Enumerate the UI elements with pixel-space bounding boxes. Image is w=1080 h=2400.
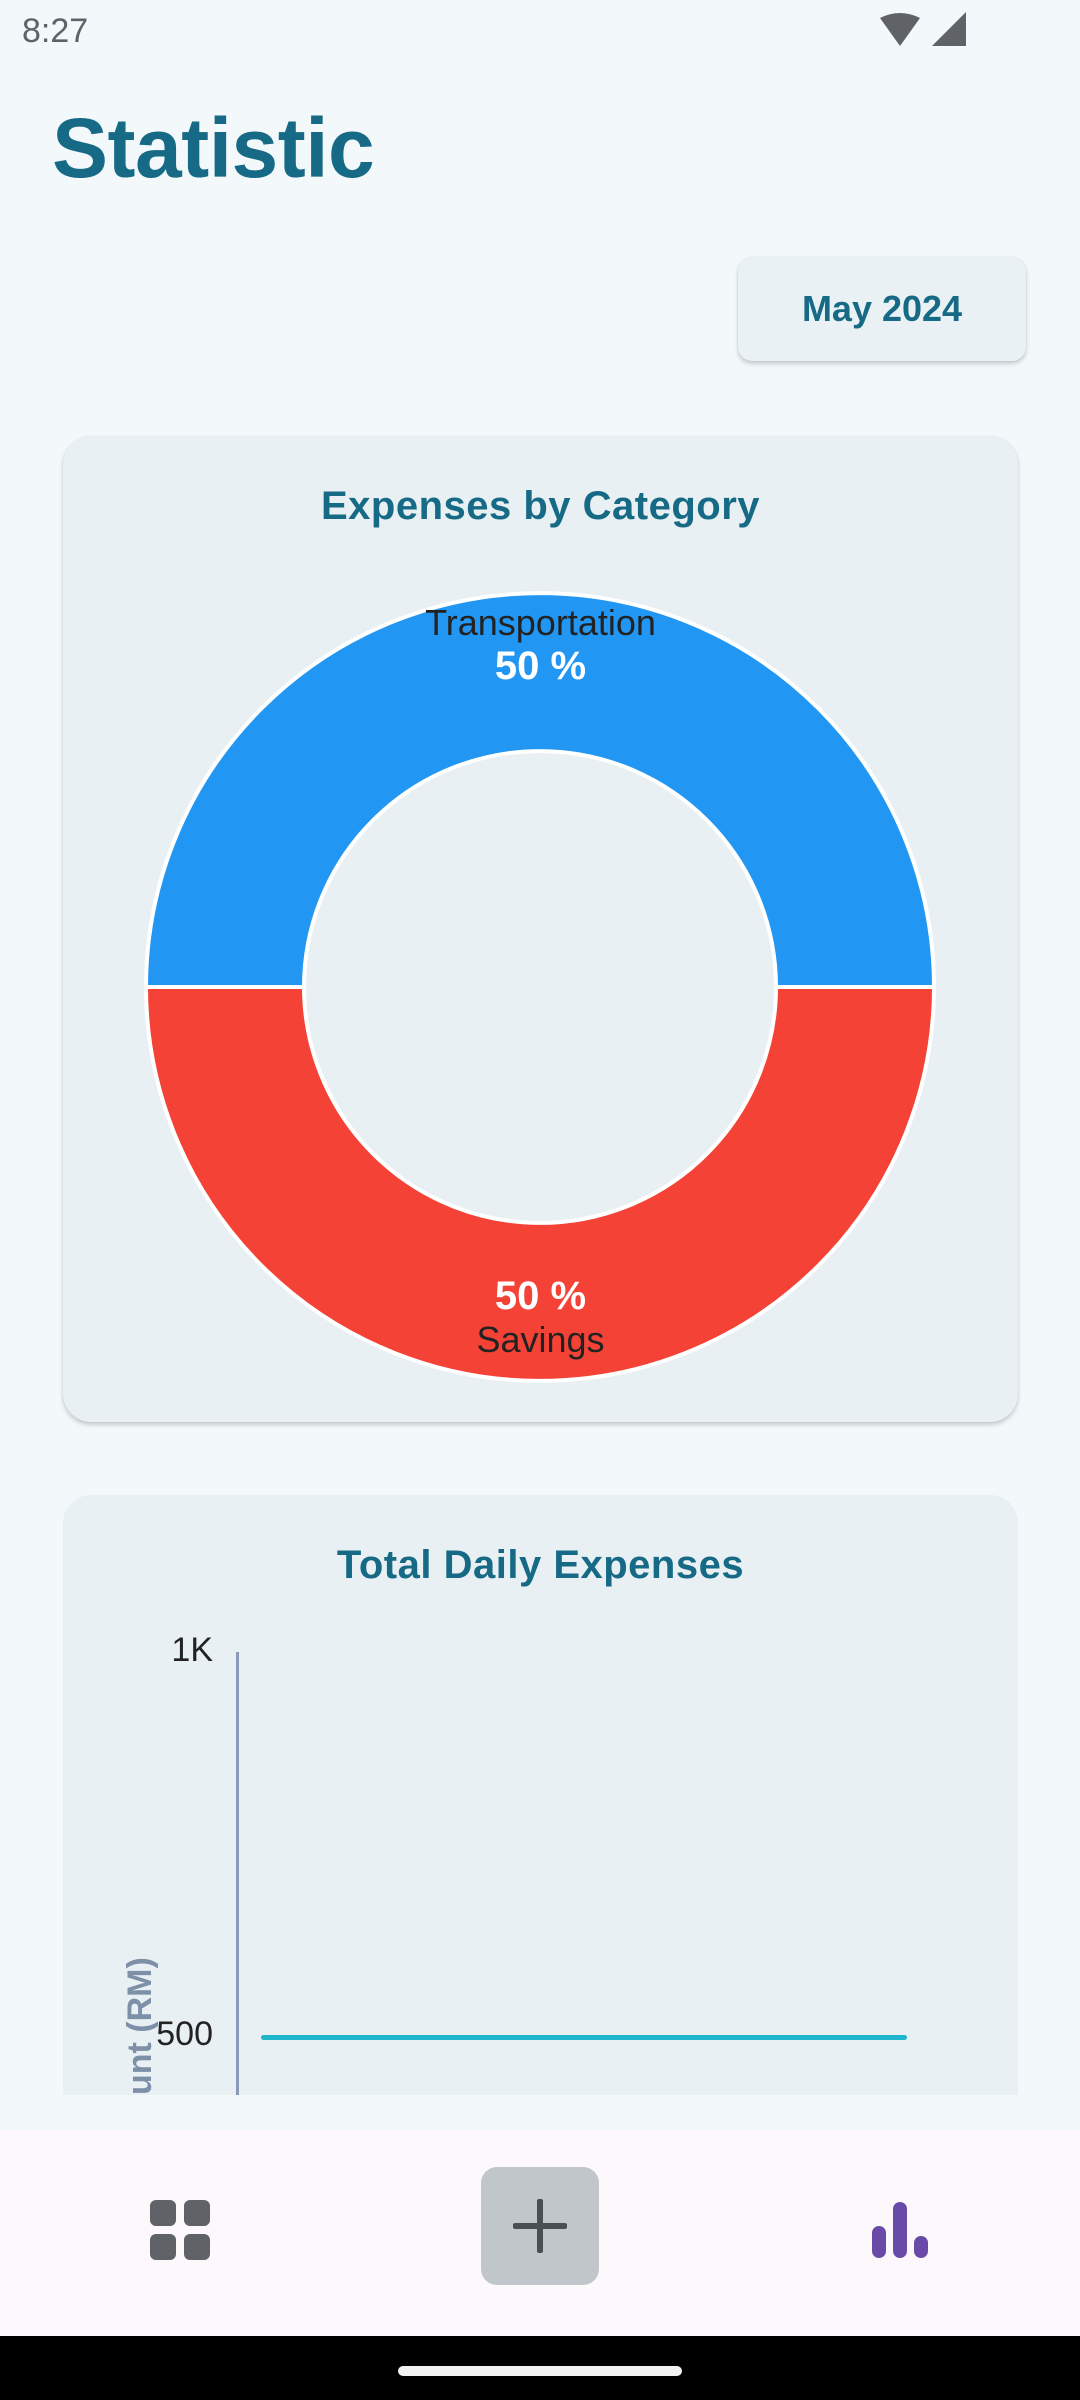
status-bar: 8:27	[0, 0, 1080, 64]
dashboard-grid-icon	[150, 2200, 210, 2260]
month-selector-button[interactable]: May 2024	[738, 257, 1026, 361]
y-axis-line	[236, 1652, 239, 2095]
nav-dashboard-button[interactable]	[140, 2190, 220, 2270]
expenses-by-category-card: Expenses by Category Transportation 50 %…	[63, 436, 1018, 1422]
donut-slice-transportation	[143, 591, 937, 989]
system-gesture-area	[0, 2336, 1080, 2400]
slice-name-savings: Savings	[476, 1319, 605, 1360]
nav-statistics-button[interactable]	[860, 2190, 940, 2270]
total-daily-expenses-card: Total Daily Expenses 1K 500 unt (RM)	[63, 1495, 1018, 2095]
page-title: Statistic	[52, 101, 375, 195]
slice-name-transportation: Transportation	[425, 602, 656, 643]
wifi-icon	[880, 13, 920, 46]
expenses-by-category-title: Expenses by Category	[320, 484, 761, 528]
y-tick-1k: 1K	[171, 1631, 213, 1669]
y-axis-label: unt (RM)	[121, 1957, 159, 2095]
gesture-handle[interactable]	[398, 2366, 682, 2376]
expenses-donut-chart	[143, 591, 937, 1383]
total-daily-expenses-title: Total Daily Expenses	[336, 1543, 745, 1587]
slice-percent-savings: 50 %	[494, 1274, 587, 1318]
slice-label-transportation: Transportation 50 %	[63, 602, 1018, 689]
status-icons	[880, 12, 970, 48]
status-time: 8:27	[22, 12, 89, 50]
slice-label-savings: 50 % Savings	[63, 1274, 1018, 1361]
daily-expenses-series-line	[261, 2035, 907, 2040]
slice-percent-transportation: 50 %	[494, 644, 587, 688]
bar-chart-icon	[872, 2202, 928, 2258]
nav-add-button[interactable]	[481, 2167, 599, 2285]
bottom-navigation	[0, 2130, 1080, 2336]
donut-slice-savings	[143, 985, 937, 1383]
cell-signal-icon	[932, 12, 966, 46]
add-icon	[513, 2199, 567, 2253]
y-tick-500: 500	[156, 2015, 213, 2053]
